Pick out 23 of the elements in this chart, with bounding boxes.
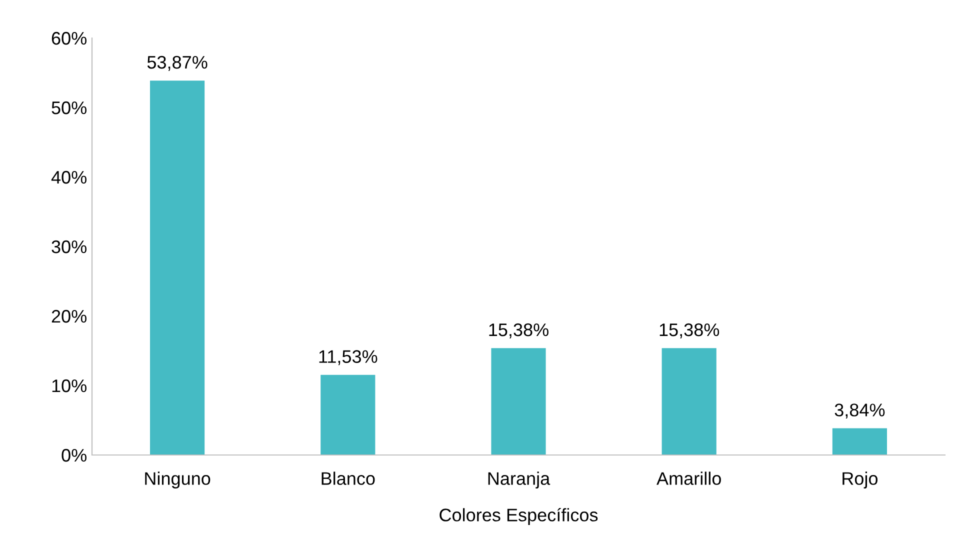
data-label: 3,84% (834, 404, 885, 419)
bar (491, 348, 546, 455)
bar (832, 428, 887, 455)
x-tick-label: Amarillo (656, 472, 721, 485)
x-tick-label: Ninguno (145, 472, 210, 488)
y-tick-label: 20% (52, 310, 86, 323)
y-tick-label: 0% (62, 448, 86, 462)
y-tick-label: 60% (52, 32, 86, 45)
y-tick-label: 40% (51, 170, 86, 184)
x-tick-label: Naranja (488, 472, 550, 488)
data-label: 11,53% (319, 350, 378, 366)
data-label: 15,38% (660, 323, 720, 338)
data-label: 53,87% (147, 56, 208, 71)
bar (662, 348, 716, 455)
data-label: 15,38% (489, 323, 548, 338)
x-axis-title: Colores Específicos (440, 508, 598, 525)
y-tick-label: 10% (52, 379, 86, 392)
y-tick-label: 30% (52, 240, 86, 254)
y-tick-label: 50% (52, 101, 86, 114)
x-tick-label: Blanco (322, 472, 375, 485)
x-tick-label: Rojo (842, 472, 878, 488)
bar (150, 80, 205, 455)
bar (320, 374, 376, 455)
